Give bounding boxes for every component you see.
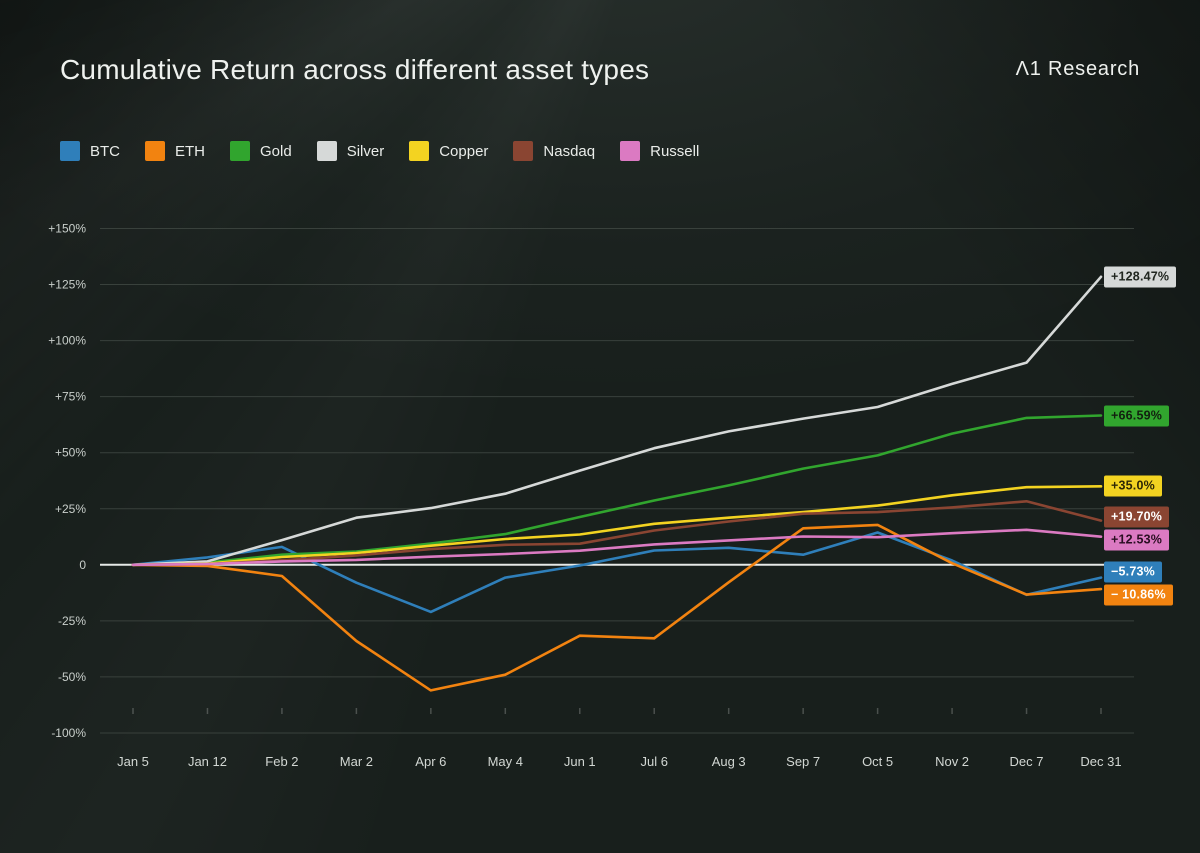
nasdaq-swatch [513,141,534,161]
legend-item-label: BTC [90,142,120,160]
end-label-nasdaq: +19.70% [1104,506,1170,528]
legend-item-copper: Copper [409,141,488,161]
legend-item-eth: ETH [145,141,205,161]
legend-item-btc: BTC [60,141,120,161]
x-axis-label: Oct 5 [862,754,893,769]
y-axis-label: -25% [58,614,86,628]
x-axis-label: Mar 2 [340,754,373,769]
legend: BTC ETH Gold Silver Copper Nasdaq Russell [60,141,699,161]
legend-item-silver: Silver [316,141,385,161]
end-label-gold: +66.59% [1104,405,1170,426]
x-axis-label: Nov 2 [935,754,969,769]
y-axis-label: +125% [48,278,86,292]
x-axis-label: Aug 3 [712,754,746,769]
end-label-copper: +35.0% [1104,475,1162,497]
page-title: Cumulative Return across different asset… [60,54,650,85]
y-axis-label: +150% [48,222,86,236]
brand-logo: Λ1 Research [1015,58,1140,80]
copper-swatch [409,141,430,161]
legend-item-gold: Gold [230,141,292,161]
series-line-silver [131,275,1103,567]
series-line-copper [131,484,1103,567]
btc-swatch [60,141,80,161]
legend-item-label: Silver [346,142,385,160]
x-axis-label: Dec 7 [1010,754,1044,769]
y-axis-label: +75% [55,390,86,404]
x-axis-label: Jun 1 [564,754,596,769]
y-axis-label: 0 [79,558,86,572]
x-axis-label: Apr 6 [415,754,446,769]
x-axis-label: Jul 6 [640,754,667,769]
legend-item-label: Nasdaq [543,142,596,160]
x-axis-label: Jan 5 [117,754,149,769]
x-axis-label: Dec 31 [1080,754,1121,769]
legend-item-label: Copper [439,142,489,160]
legend-item-label: ETH [175,142,205,160]
x-axis-label: Feb 2 [265,754,298,769]
y-axis-label: -50% [58,670,86,684]
end-label-btc: −5.73% [1104,561,1162,583]
y-axis-label: +25% [55,502,86,516]
x-axis-label: Sep 7 [786,754,820,769]
y-axis-label: -100% [51,726,86,740]
legend-item-label: Russell [650,142,700,160]
russell-swatch [620,141,641,161]
series-line-russell [131,528,1103,567]
end-label-russell: +12.53% [1104,529,1170,551]
series-line-nasdaq [131,499,1103,567]
x-axis-label: May 4 [488,754,523,769]
y-axis-label: +50% [55,446,86,460]
series-line-eth [131,523,1103,692]
eth-swatch [145,141,165,161]
legend-item-russell: Russell [620,141,699,161]
end-label-eth: − 10.86% [1104,584,1173,606]
series-line-gold [131,414,1103,567]
legend-item-nasdaq: Nasdaq [513,141,595,161]
silver-swatch [316,141,337,161]
x-axis-label: Jan 12 [188,754,227,769]
gold-swatch [230,141,250,161]
legend-item-label: Gold [260,142,292,160]
y-axis-label: +100% [48,334,86,348]
end-label-silver: +128.47% [1104,266,1177,288]
series-line-btc [131,531,1103,614]
